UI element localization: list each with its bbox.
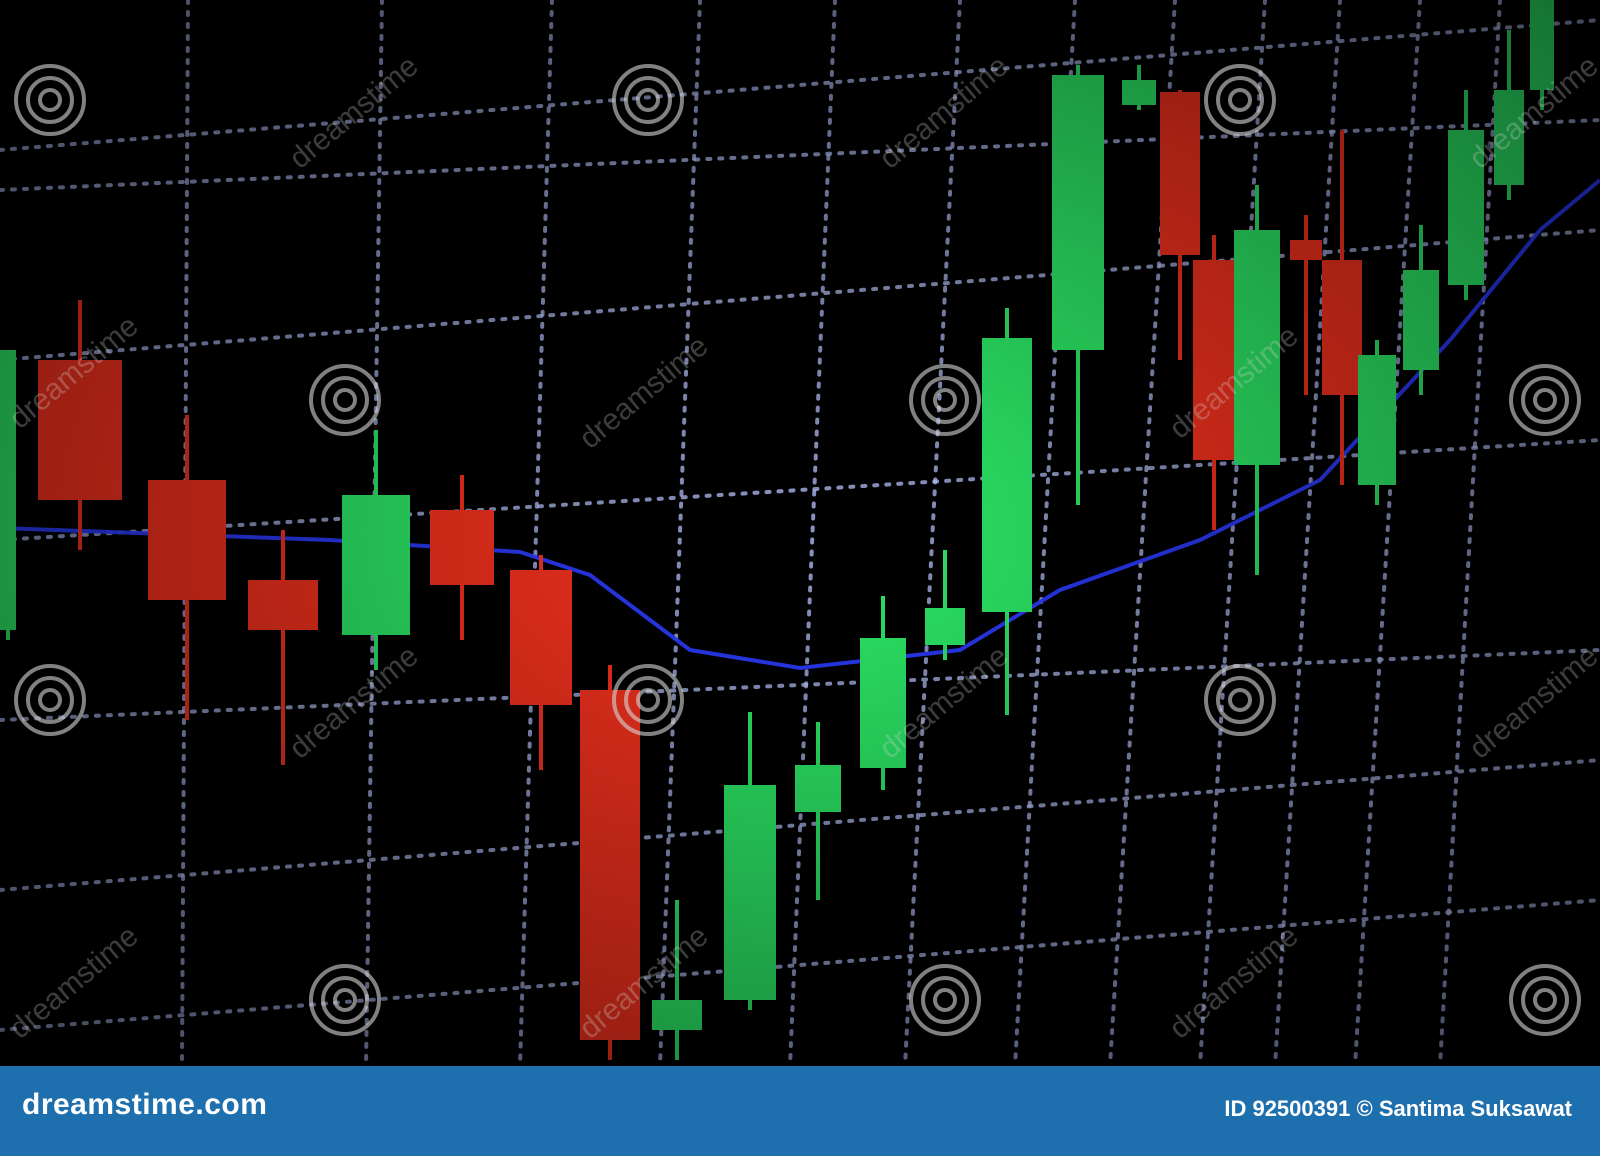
- footer-bar: dreamstime.com ID 92500391 © Santima Suk…: [0, 1066, 1600, 1156]
- spiral-ring: [1533, 988, 1557, 1012]
- spiral-ring: [636, 688, 660, 712]
- spiral-ring: [933, 988, 957, 1012]
- image-id: 92500391: [1252, 1096, 1351, 1121]
- spiral-ring: [333, 988, 357, 1012]
- spiral-ring: [1521, 376, 1569, 424]
- spiral-icon: [309, 964, 381, 1036]
- spiral-ring: [612, 664, 684, 736]
- spiral-ring: [1228, 688, 1252, 712]
- id-label: ID: [1224, 1096, 1247, 1121]
- spiral-ring: [933, 388, 957, 412]
- spiral-ring: [333, 388, 357, 412]
- spiral-ring: [921, 376, 969, 424]
- spiral-ring: [38, 688, 62, 712]
- spiral-ring: [309, 364, 381, 436]
- stock-chart-photo: dreamstime dreamstime dreamstime dreamstime…: [0, 0, 1600, 1066]
- spiral-ring: [909, 964, 981, 1036]
- spiral-icon: [1204, 64, 1276, 136]
- spiral-ring: [921, 976, 969, 1024]
- candlestick-chart: dreamstime dreamstime dreamstimedreamstime…: [0, 0, 1600, 1066]
- spiral-icon: [14, 664, 86, 736]
- spiral-ring: [636, 88, 660, 112]
- spiral-ring: [309, 964, 381, 1036]
- spiral-ring: [1509, 364, 1581, 436]
- footer-credit: ID 92500391 © Santima Suksawat: [1224, 1096, 1572, 1122]
- spiral-ring: [14, 664, 86, 736]
- spiral-ring: [26, 676, 74, 724]
- spiral-icon: [612, 664, 684, 736]
- spiral-ring: [38, 88, 62, 112]
- spiral-icon: [909, 364, 981, 436]
- spiral-ring: [612, 64, 684, 136]
- spiral-ring: [909, 364, 981, 436]
- copyright-symbol: ©: [1356, 1096, 1373, 1121]
- author-name: Santima Suksawat: [1378, 1096, 1572, 1121]
- vignette: [0, 0, 1600, 1066]
- spiral-icon: [309, 364, 381, 436]
- spiral-ring: [1216, 676, 1264, 724]
- spiral-ring: [1509, 964, 1581, 1036]
- spiral-ring: [1533, 388, 1557, 412]
- footer-logo: dreamstime.com: [22, 1088, 268, 1121]
- spiral-ring: [624, 76, 672, 124]
- spiral-ring: [1204, 64, 1276, 136]
- spiral-icon: [1204, 664, 1276, 736]
- spiral-icon: [612, 64, 684, 136]
- spiral-icon: [14, 64, 86, 136]
- spiral-ring: [1228, 88, 1252, 112]
- spiral-ring: [1204, 664, 1276, 736]
- spiral-icon: [909, 964, 981, 1036]
- spiral-ring: [14, 64, 86, 136]
- spiral-icon: [1509, 964, 1581, 1036]
- spiral-ring: [1521, 976, 1569, 1024]
- spiral-ring: [624, 676, 672, 724]
- spiral-ring: [26, 76, 74, 124]
- spiral-icon: [1509, 364, 1581, 436]
- spiral-ring: [321, 376, 369, 424]
- spiral-ring: [321, 976, 369, 1024]
- spiral-ring: [1216, 76, 1264, 124]
